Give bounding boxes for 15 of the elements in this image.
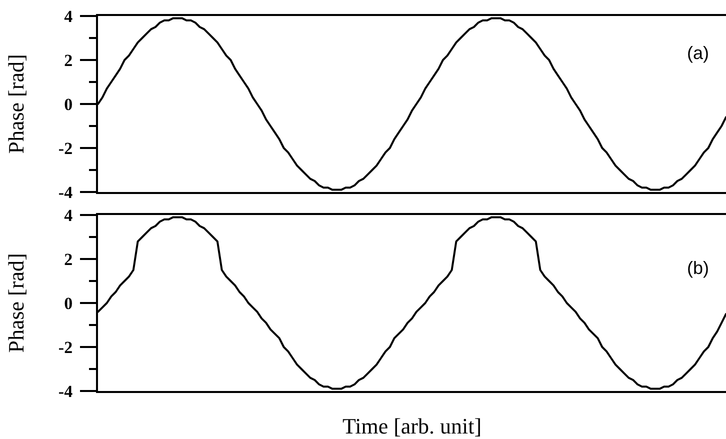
y-tick-label: 2 (64, 50, 73, 70)
y-tick-label: 0 (64, 94, 73, 114)
y-tick-label: 4 (64, 6, 74, 26)
y-tick-label: 2 (64, 250, 73, 269)
y-tick-label: -4 (58, 182, 74, 202)
y-tick-label: 4 (64, 206, 74, 225)
y-tick-label: -2 (58, 138, 73, 158)
y-tick-label: -4 (58, 382, 74, 401)
y-tick-label: 0 (64, 294, 73, 313)
x-axis-title: Time [arb. unit] (342, 413, 482, 438)
y-axis-title: Phase [rad] (4, 54, 29, 154)
annotation: (a) (687, 43, 709, 63)
annotation: (b) (687, 258, 709, 278)
y-tick-label: -2 (58, 338, 73, 357)
y-axis-title: Phase [rad] (4, 253, 29, 353)
